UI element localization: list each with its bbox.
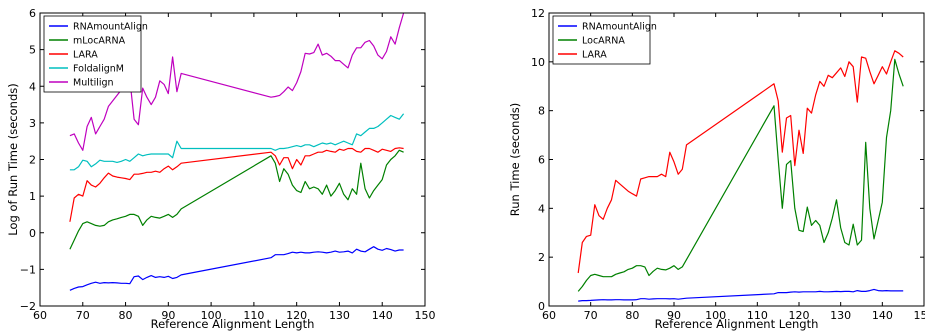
x-tick-label: 150 <box>415 309 436 322</box>
series-line-mlocarna <box>69 149 404 250</box>
x-tick-label: 70 <box>76 309 90 322</box>
y-tick-label: −2 <box>20 300 36 313</box>
x-tick-label: 140 <box>372 309 393 322</box>
chart-1: 60 70 80 90 100 110 120 130 140 150 −2 −1 0 1 2 3 4 5 6 Ref… <box>6 7 436 331</box>
y-tick-label: 2 <box>29 154 36 167</box>
legend-entry: LocARNA <box>582 36 625 47</box>
x-tick-label: 90 <box>667 309 681 322</box>
x-tick-label: 120 <box>789 309 810 322</box>
y-tick-label: 8 <box>538 105 545 118</box>
y-tick-label: −1 <box>20 263 36 276</box>
legend-entry: Multilign <box>73 78 114 89</box>
legend: RNAmountAlign LocARNA LARA <box>552 15 657 65</box>
x-tick-label: 110 <box>747 309 768 322</box>
y-axis-label: Run Time (seconds) <box>508 103 522 216</box>
series-line-lara <box>577 50 904 274</box>
x-axis-label: Reference Alignment Length <box>151 317 315 331</box>
chart-2: 60 70 80 90 100 110 120 130 140 150 0 2 4 6 8 10 12 Refer… <box>508 7 925 331</box>
legend-entry: RNAmountAlign <box>73 22 148 33</box>
series-line-lara <box>69 147 404 222</box>
y-tick-label: 0 <box>29 227 36 240</box>
series-line-multilign <box>69 12 405 151</box>
y-axis-label: Log of Run Time (seconds) <box>6 83 20 235</box>
x-tick-label: 150 <box>914 309 925 322</box>
x-tick-label: 110 <box>243 309 264 322</box>
x-tick-label: 90 <box>161 309 175 322</box>
legend: RNAmountAlign mLocARNA LARA FoldalignM Multi… <box>43 15 148 93</box>
y-tick-label: 3 <box>29 117 36 130</box>
y-tick-label: 6 <box>29 7 36 20</box>
x-tick-label: 100 <box>201 309 222 322</box>
legend-entry: RNAmountAlign <box>582 22 657 33</box>
x-tick-label: 80 <box>119 309 133 322</box>
y-tick-label: 12 <box>531 7 545 20</box>
legend-entry: mLocARNA <box>73 36 126 47</box>
x-tick-label: 100 <box>705 309 726 322</box>
x-tick-label: 80 <box>625 309 639 322</box>
x-tick-label: 130 <box>830 309 851 322</box>
series-line-rnamountalign <box>69 246 404 291</box>
x-tick-label: 60 <box>542 309 556 322</box>
y-tick-label: 5 <box>29 44 36 57</box>
legend-entry: LARA <box>582 50 607 61</box>
legend-entry: FoldalignM <box>73 64 124 75</box>
legend-entry: LARA <box>73 50 98 61</box>
series-line-foldalignm <box>69 113 405 171</box>
y-tick-label: 4 <box>538 202 545 215</box>
x-axis-label: Reference Alignment Length <box>655 317 819 331</box>
y-tick-label: 4 <box>29 80 36 93</box>
y-tick-label: 2 <box>538 251 545 264</box>
y-tick-label: 10 <box>531 56 545 69</box>
y-tick-label: 6 <box>538 154 545 167</box>
x-tick-label: 70 <box>584 309 598 322</box>
series-line-rnamountalign <box>578 288 904 302</box>
series-line-locarna <box>577 58 904 292</box>
x-tick-label: 60 <box>33 309 47 322</box>
y-tick-label: 0 <box>538 300 545 313</box>
y-tick-label: 1 <box>29 190 36 203</box>
x-tick-label: 140 <box>872 309 893 322</box>
x-tick-label: 120 <box>286 309 307 322</box>
x-tick-label: 130 <box>329 309 350 322</box>
